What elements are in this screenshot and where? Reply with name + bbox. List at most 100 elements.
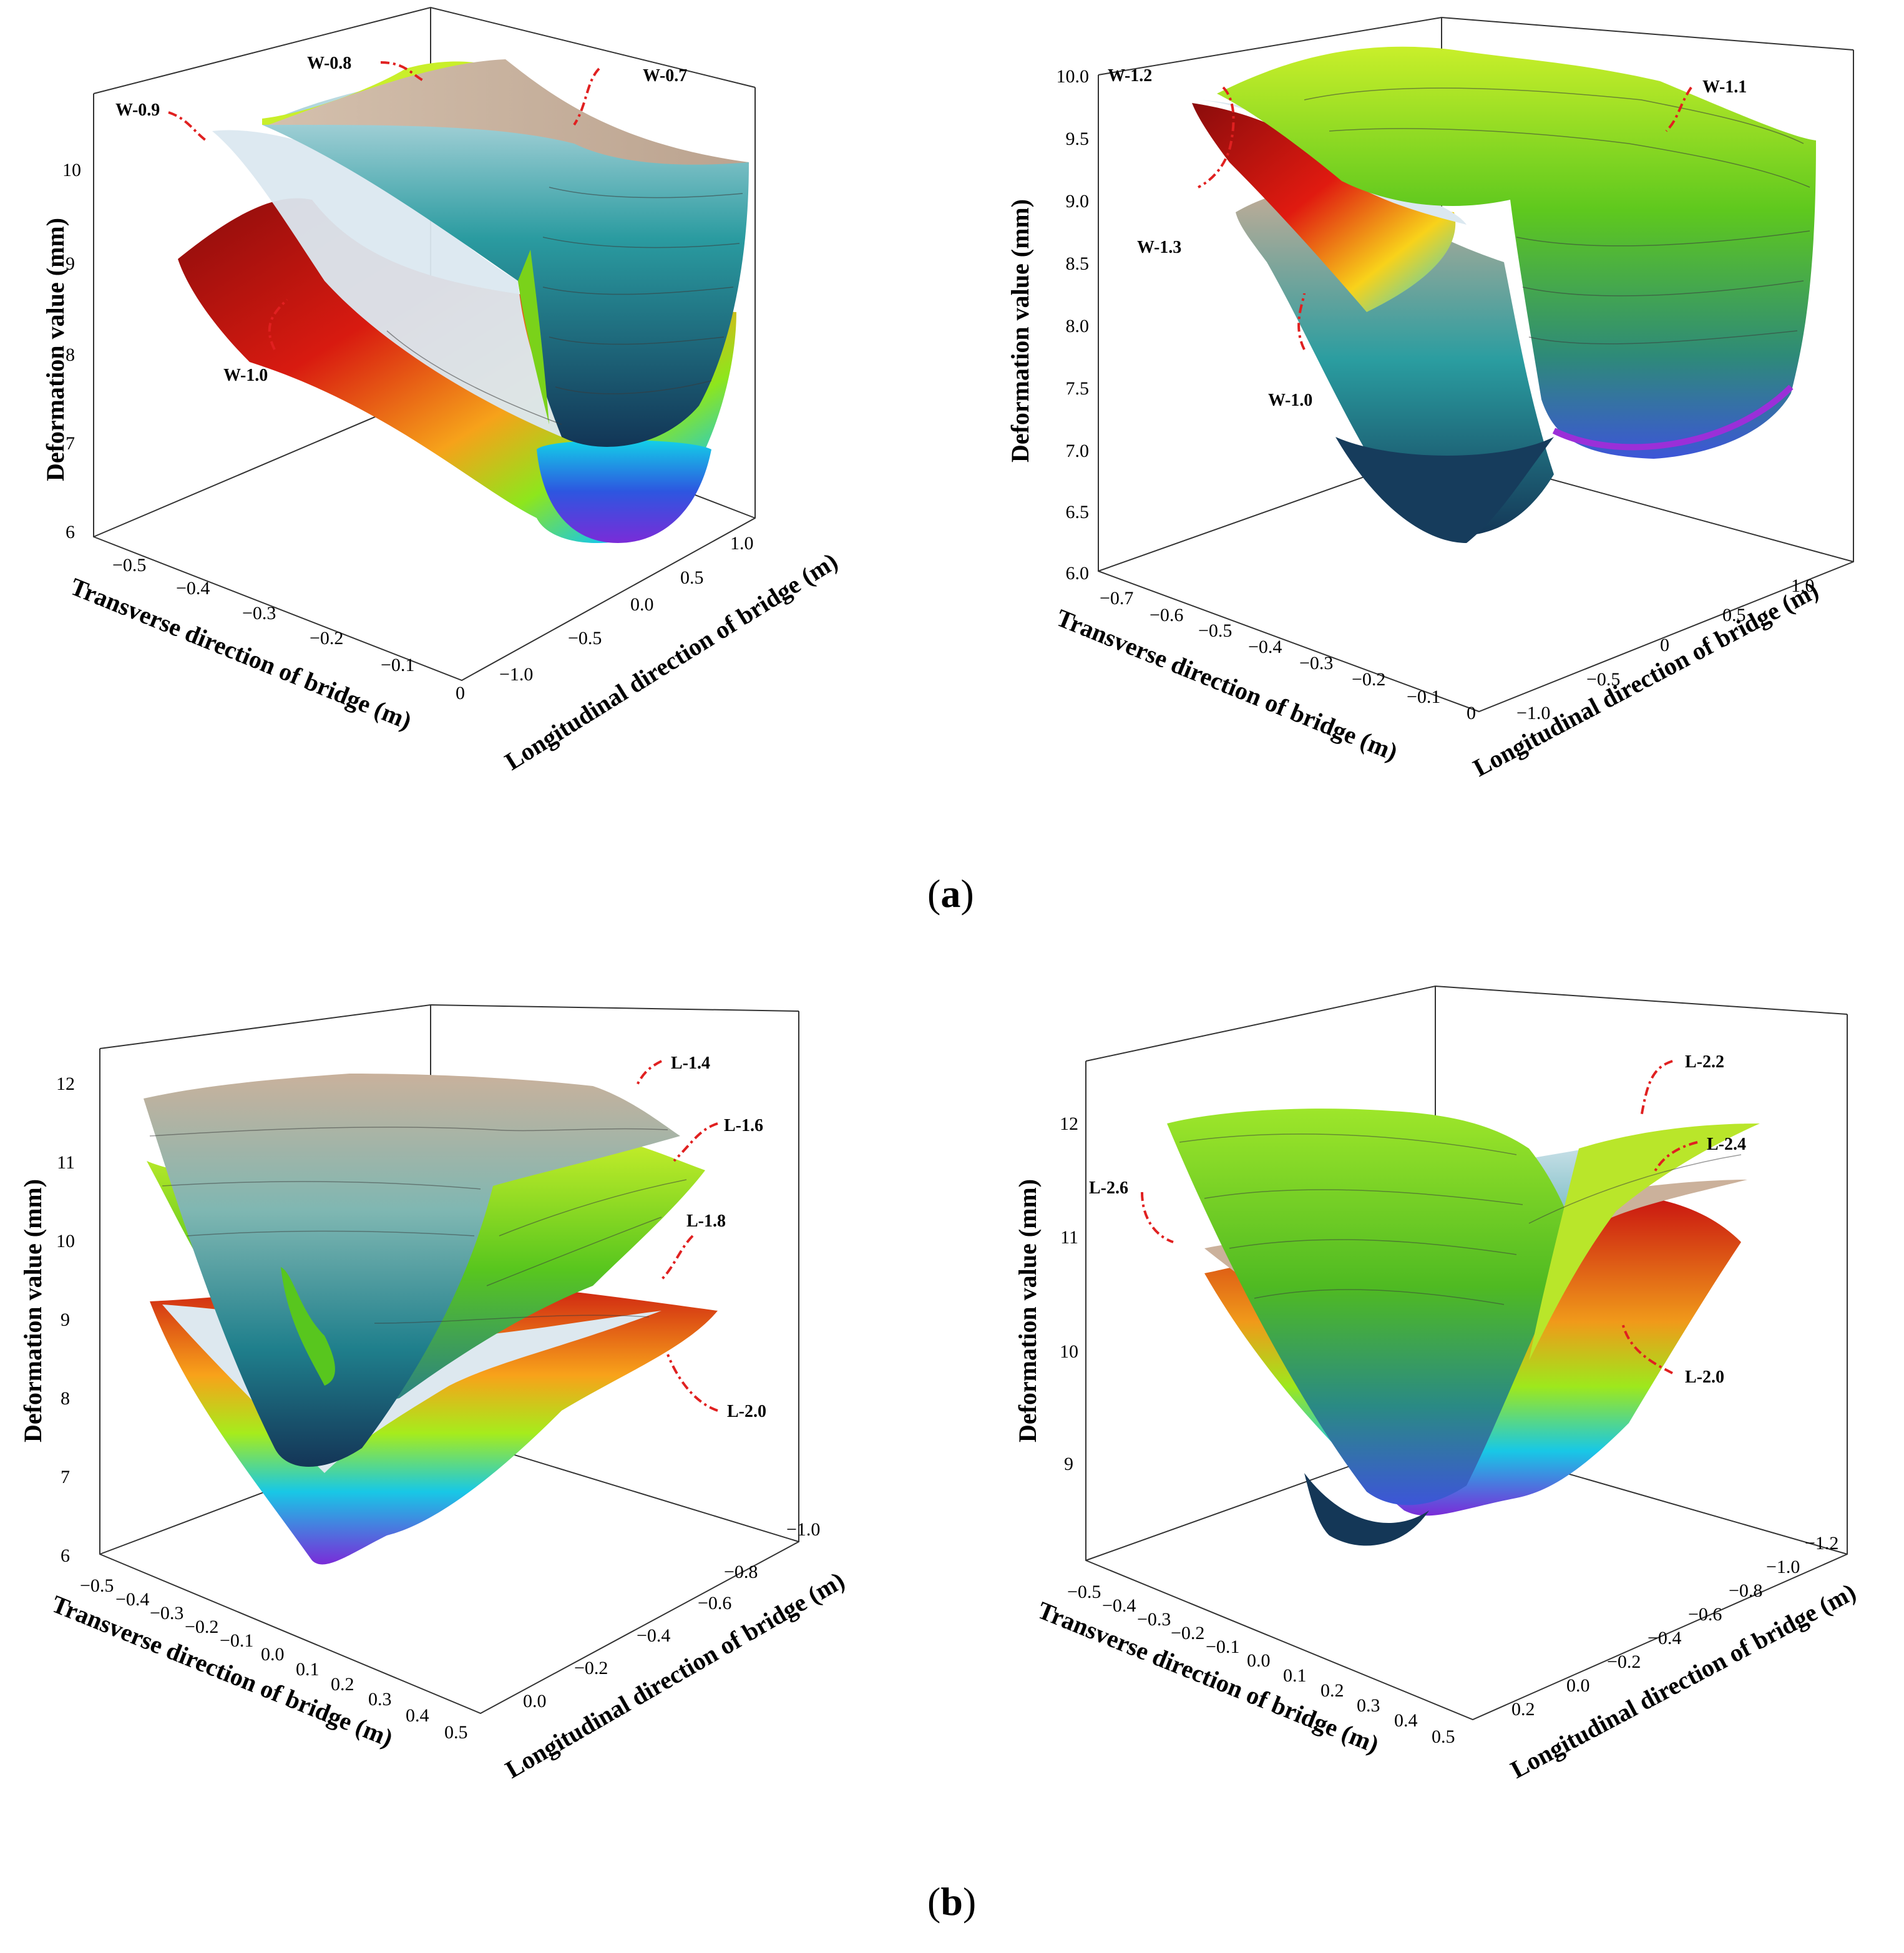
z-axis-title: Deformation value (mm) bbox=[1006, 199, 1034, 463]
x-tick: −0.5 bbox=[1198, 620, 1232, 641]
contours bbox=[1304, 87, 1810, 345]
x-tick-labels: −0.5 −0.4 −0.3 −0.2 −0.1 0.0 0.1 0.2 0.3… bbox=[1067, 1582, 1455, 1747]
z-tick: 11 bbox=[1060, 1227, 1078, 1248]
y-tick: −0.5 bbox=[1586, 669, 1620, 690]
surface-l-2.2-right bbox=[1529, 1123, 1760, 1361]
label-w-0.7: W-0.7 bbox=[643, 66, 687, 86]
contours bbox=[1179, 1133, 1742, 1305]
callouts bbox=[635, 1060, 718, 1412]
y-tick: 1.0 bbox=[1791, 575, 1815, 596]
x-tick: 0.1 bbox=[296, 1659, 320, 1680]
z-tick: 6 bbox=[66, 522, 75, 542]
bowl-bottom bbox=[1335, 437, 1554, 543]
label-l-2.6: L-2.6 bbox=[1089, 1178, 1128, 1198]
surface-w-1.3 bbox=[1192, 103, 1456, 312]
x-tick: 0.5 bbox=[444, 1722, 468, 1743]
z-tick: 7.5 bbox=[1066, 378, 1090, 399]
label-l-1.4: L-1.4 bbox=[671, 1054, 710, 1073]
x-tick: −0.1 bbox=[1407, 687, 1440, 707]
y-axis-title: Longitudinal direction of bridge (m) bbox=[1506, 1577, 1860, 1783]
y-tick: −0.4 bbox=[1648, 1628, 1681, 1648]
callouts bbox=[1141, 1060, 1698, 1374]
x-tick: −0.4 bbox=[1102, 1595, 1136, 1616]
bowl-bottom bbox=[1304, 1473, 1429, 1546]
surface-l-1.4 bbox=[144, 1074, 680, 1467]
label-w-0.8: W-0.8 bbox=[307, 54, 351, 73]
contours bbox=[149, 1127, 687, 1324]
z-tick: 9 bbox=[61, 1309, 70, 1330]
x-tick: 0 bbox=[1467, 703, 1476, 723]
y-tick: −1.0 bbox=[786, 1519, 820, 1540]
y-tick: 0.0 bbox=[523, 1691, 547, 1711]
y-axis-title: Longitudinal direction of bridge (m) bbox=[1468, 575, 1823, 781]
y-tick: 0.5 bbox=[1722, 605, 1746, 625]
z-tick: 10.0 bbox=[1057, 66, 1090, 87]
x-tick: −0.2 bbox=[185, 1617, 218, 1637]
x-tick: −0.4 bbox=[115, 1589, 149, 1610]
y-tick-labels: −1.0 −0.5 0 0.5 1.0 bbox=[1516, 575, 1815, 723]
z-tick: 8 bbox=[61, 1388, 70, 1409]
z-tick: 6.5 bbox=[1066, 502, 1090, 522]
label-l-2.2: L-2.2 bbox=[1685, 1052, 1724, 1072]
x-tick: 0.2 bbox=[1321, 1680, 1344, 1701]
z-tick-labels: 6 7 8 9 10 11 12 bbox=[56, 1074, 75, 1566]
label-l-2.0: L-2.0 bbox=[727, 1402, 766, 1421]
callout-labels: L-2.2 L-2.4 L-2.6 L-2.0 bbox=[1089, 1052, 1746, 1387]
panel-b-left: L-1.4 L-1.6 L-1.8 L-2.0 6 7 8 9 10 11 12… bbox=[19, 1004, 849, 1784]
z-tick: 7.0 bbox=[1066, 441, 1090, 461]
label-w-1.0: W-1.0 bbox=[1268, 391, 1312, 410]
z-tick: 8 bbox=[66, 345, 75, 365]
z-axis-title: Deformation value (mm) bbox=[19, 1179, 47, 1442]
label-w-1.2: W-1.2 bbox=[1108, 66, 1152, 86]
x-tick: −0.3 bbox=[242, 603, 276, 624]
x-tick: 0.2 bbox=[331, 1674, 354, 1695]
x-tick: −0.4 bbox=[176, 578, 210, 599]
y-tick: 1.0 bbox=[730, 533, 754, 554]
x-tick: 0.3 bbox=[368, 1689, 392, 1710]
y-tick: −1.0 bbox=[1766, 1557, 1800, 1577]
callouts bbox=[168, 61, 600, 350]
z-tick: 12 bbox=[1060, 1114, 1078, 1134]
panel-a-left: W-0.8 W-0.7 W-0.9 W-1.0 6 7 8 9 10 Defor… bbox=[41, 6, 842, 776]
bowl-rim bbox=[1552, 384, 1794, 451]
z-tick: 7 bbox=[66, 433, 75, 454]
caption-a-letter: a bbox=[940, 871, 961, 916]
x-tick: 0 bbox=[456, 683, 465, 703]
caption-b-letter: b bbox=[940, 1879, 963, 1924]
x-tick: −0.5 bbox=[1067, 1582, 1101, 1602]
surface-w-0.7 bbox=[262, 69, 749, 447]
z-tick: 6 bbox=[61, 1545, 70, 1566]
x-tick: −0.1 bbox=[381, 655, 414, 675]
y-tick: 0.2 bbox=[1511, 1699, 1535, 1720]
y-tick: −0.6 bbox=[1688, 1604, 1722, 1625]
surfaces bbox=[1192, 46, 1816, 543]
surfaces bbox=[178, 59, 749, 543]
z-tick: 10 bbox=[56, 1231, 75, 1251]
x-tick: 0.4 bbox=[1394, 1710, 1418, 1731]
x-tick: −0.2 bbox=[310, 628, 343, 649]
x-axis-title: Transverse direction of bridge (m) bbox=[67, 572, 416, 735]
callout-labels: L-1.4 L-1.6 L-1.8 L-2.0 bbox=[671, 1054, 766, 1421]
z-tick: 10 bbox=[62, 160, 81, 180]
y-tick: 0.0 bbox=[1566, 1675, 1590, 1696]
z-axis-title: Deformation value (mm) bbox=[41, 218, 69, 481]
y-tick: 0.5 bbox=[680, 567, 704, 588]
y-tick-labels: −1.0 −0.5 0.0 0.5 1.0 bbox=[499, 533, 754, 685]
surface-w-0.7-top bbox=[268, 59, 749, 165]
x-tick: −0.5 bbox=[80, 1575, 114, 1596]
x-tick-labels: −0.7 −0.6 −0.5 −0.4 −0.3 −0.2 −0.1 0 bbox=[1100, 588, 1476, 723]
y-tick: −0.2 bbox=[574, 1658, 608, 1678]
x-tick: −0.3 bbox=[1299, 653, 1333, 673]
y-tick: −1.0 bbox=[499, 664, 533, 685]
panel-a-right: W-1.1 W-1.2 W-1.3 W-1.0 6.0 6.5 7.0 7.5 … bbox=[1006, 16, 1854, 782]
label-w-1.1: W-1.1 bbox=[1702, 77, 1747, 97]
z-tick: 8.5 bbox=[1066, 253, 1090, 274]
x-tick: 0.5 bbox=[1432, 1726, 1455, 1747]
x-tick: −0.2 bbox=[1171, 1623, 1204, 1643]
y-tick: −1.2 bbox=[1805, 1533, 1838, 1554]
x-axis-title: Transverse direction of bridge (m) bbox=[48, 1590, 397, 1753]
y-tick: −1.0 bbox=[1516, 703, 1550, 723]
y-tick: −0.5 bbox=[568, 628, 602, 649]
z-tick: 7 bbox=[61, 1467, 70, 1487]
x-tick: −0.6 bbox=[1150, 605, 1183, 625]
